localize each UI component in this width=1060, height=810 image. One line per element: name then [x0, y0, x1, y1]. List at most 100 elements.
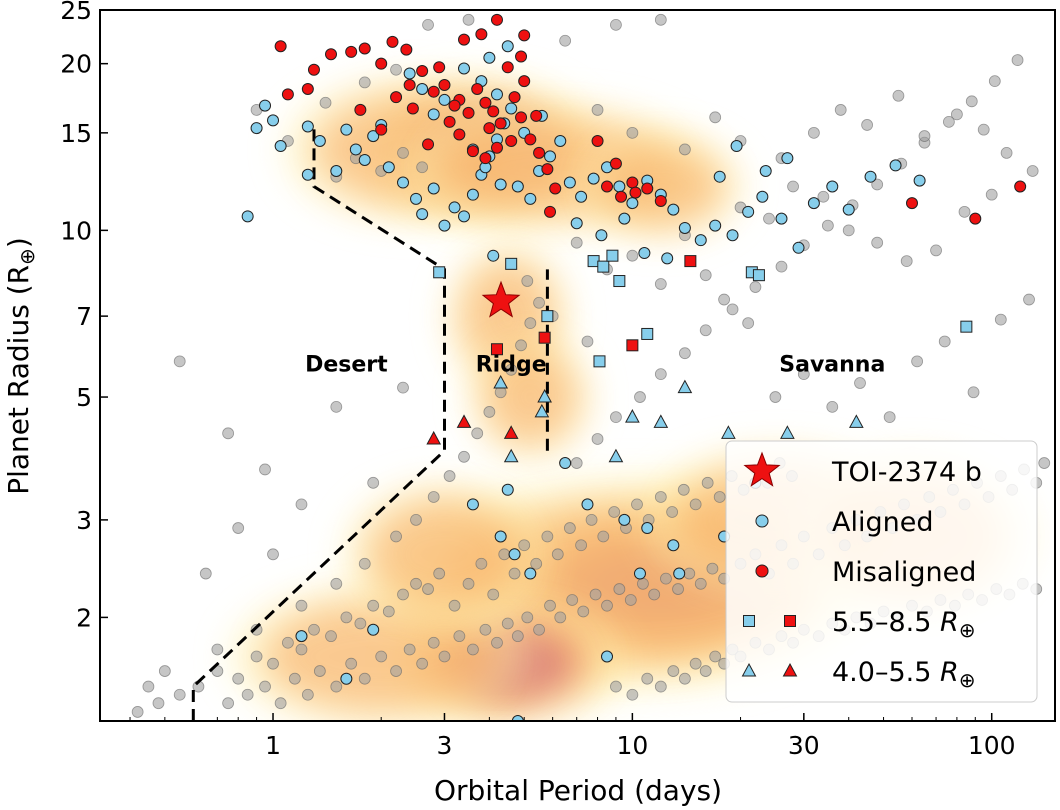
background-point [763, 212, 775, 225]
data-point-circle [667, 203, 680, 216]
data-point-square [505, 257, 518, 270]
y-tick-label: 5 [76, 383, 92, 412]
data-point-circle [759, 164, 772, 177]
background-point [471, 427, 484, 440]
background-point [422, 18, 434, 31]
density-blob [366, 498, 523, 610]
data-point-circle [397, 176, 410, 189]
data-point-circle [730, 140, 743, 153]
data-point-circle [241, 210, 254, 223]
background-point [713, 491, 726, 503]
background-point [570, 457, 583, 469]
y-tick-label: 10 [60, 216, 92, 245]
background-point [511, 630, 524, 643]
background-point [521, 275, 534, 287]
background-point [1011, 54, 1024, 66]
region-labels: Desert Ridge Savanna [305, 352, 885, 377]
data-point-square [641, 327, 654, 340]
data-point-circle [673, 567, 686, 580]
data-point-circle [458, 62, 471, 75]
data-point-circle [587, 172, 600, 185]
data-point-triangle [534, 403, 550, 418]
background-point [453, 630, 466, 643]
background-point [575, 539, 588, 552]
background-point [1000, 146, 1013, 159]
region-label-savanna: Savanna [779, 352, 885, 377]
data-point-square [606, 249, 619, 262]
background-point [358, 76, 371, 89]
data-point-circle [554, 134, 567, 147]
background-point [330, 400, 343, 413]
y-tick-label: 20 [60, 50, 92, 79]
background-point [871, 178, 884, 191]
background-point [232, 522, 245, 534]
background-point [900, 255, 913, 267]
background-point [340, 611, 353, 624]
x-axis-label: Orbital Period (days) [434, 774, 722, 807]
background-point [634, 391, 646, 403]
data-point-circle [466, 145, 479, 158]
data-point-circle [541, 163, 554, 176]
plot-frame [99, 9, 1056, 722]
background-point [259, 680, 271, 693]
data-point-triangle [653, 414, 669, 428]
data-point-circle [889, 159, 902, 172]
data-point-circle [781, 152, 794, 165]
background-point [694, 577, 707, 590]
data-point-circle [756, 190, 769, 203]
data-point-circle [613, 180, 626, 193]
data-point-circle [466, 498, 479, 511]
data-point-circle [515, 50, 528, 63]
data-point-circle [349, 143, 362, 156]
data-point-circle [864, 170, 877, 183]
background-point [554, 611, 567, 624]
background-point [581, 335, 594, 348]
background-point [467, 643, 479, 656]
data-point-circle [313, 134, 326, 147]
legend-label: 4.0–5.5 R⊕ [832, 657, 976, 692]
data-point-circle [906, 197, 919, 210]
data-point-circle [559, 457, 572, 470]
data-point-circle [427, 108, 440, 121]
data-point-circle [458, 33, 471, 46]
background-point [637, 577, 649, 590]
data-point-circle [601, 180, 614, 193]
data-point-circle [494, 530, 507, 543]
background-point [871, 236, 884, 249]
background-point [232, 672, 245, 685]
background-point [358, 557, 371, 570]
background-point [241, 688, 254, 701]
background-point [677, 483, 690, 496]
background-point [1026, 165, 1039, 177]
legend-label: Aligned [832, 507, 933, 538]
background-point [938, 335, 951, 348]
background-point [678, 672, 691, 685]
background-point [709, 650, 722, 663]
data-point-circle [301, 83, 314, 96]
data-point-square [684, 255, 697, 268]
background-point [521, 611, 534, 624]
background-point [462, 13, 475, 26]
background-point [842, 224, 855, 237]
data-point-square [626, 339, 639, 352]
data-point-triangle [677, 379, 693, 394]
data-point-circle [544, 205, 557, 218]
background-point [817, 190, 830, 203]
background-point [706, 562, 719, 575]
y-tick-label: 15 [60, 119, 92, 148]
background-point [427, 636, 440, 649]
background-point [330, 577, 343, 590]
background-point [994, 313, 1007, 326]
background-point [672, 583, 684, 595]
data-point-circle [487, 249, 500, 262]
y-tick-label: 3 [76, 506, 92, 535]
legend: TOI-2374 b Aligned Misaligned 5.5–8.5 R⊕ 4.0… [725, 440, 1038, 703]
background-point [416, 161, 429, 174]
data-point-circle [390, 91, 403, 104]
data-point-circle [281, 88, 294, 101]
data-point-circle [533, 146, 546, 159]
background-point [267, 657, 279, 670]
data-point-circle [511, 180, 524, 193]
background-point [267, 548, 279, 561]
